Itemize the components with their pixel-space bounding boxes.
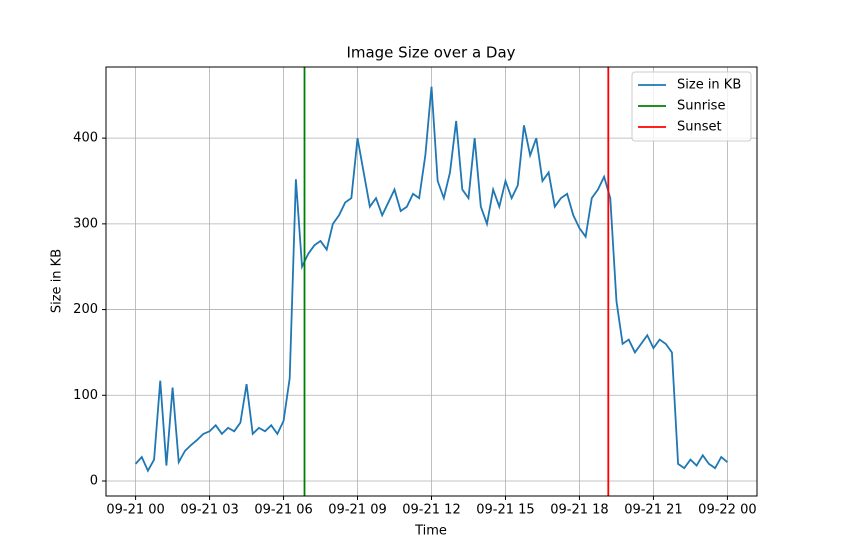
chart-title: Image Size over a Day	[346, 44, 515, 62]
x-axis-label: Time	[414, 524, 447, 539]
x-tick-label: 09-21 09	[328, 503, 386, 518]
x-tick-label: 09-21 03	[180, 503, 238, 518]
x-tick-label: 09-21 18	[550, 503, 608, 518]
y-tick-label: 400	[73, 131, 98, 146]
axes-frame	[105, 66, 758, 497]
y-axis-label: Size in KB	[50, 249, 65, 313]
y-tick-label: 0	[90, 474, 98, 489]
y-tick-label: 100	[73, 388, 98, 403]
x-tick-label: 09-21 06	[254, 503, 312, 518]
x-tick-label: 09-21 12	[402, 503, 460, 518]
legend-label: Sunset	[677, 120, 722, 135]
x-tick-label: 09-21 15	[476, 503, 534, 518]
x-tick-label: 09-21 21	[624, 503, 682, 518]
x-tick-label: 09-22 00	[698, 503, 756, 518]
data-line	[134, 86, 728, 473]
legend-label: Sunrise	[677, 99, 725, 114]
y-tick-label: 300	[73, 216, 98, 231]
x-tick-label: 09-21 00	[106, 503, 164, 518]
legend-label: Size in KB	[677, 78, 741, 93]
legend-box	[631, 71, 752, 142]
y-tick-label: 200	[73, 302, 98, 317]
